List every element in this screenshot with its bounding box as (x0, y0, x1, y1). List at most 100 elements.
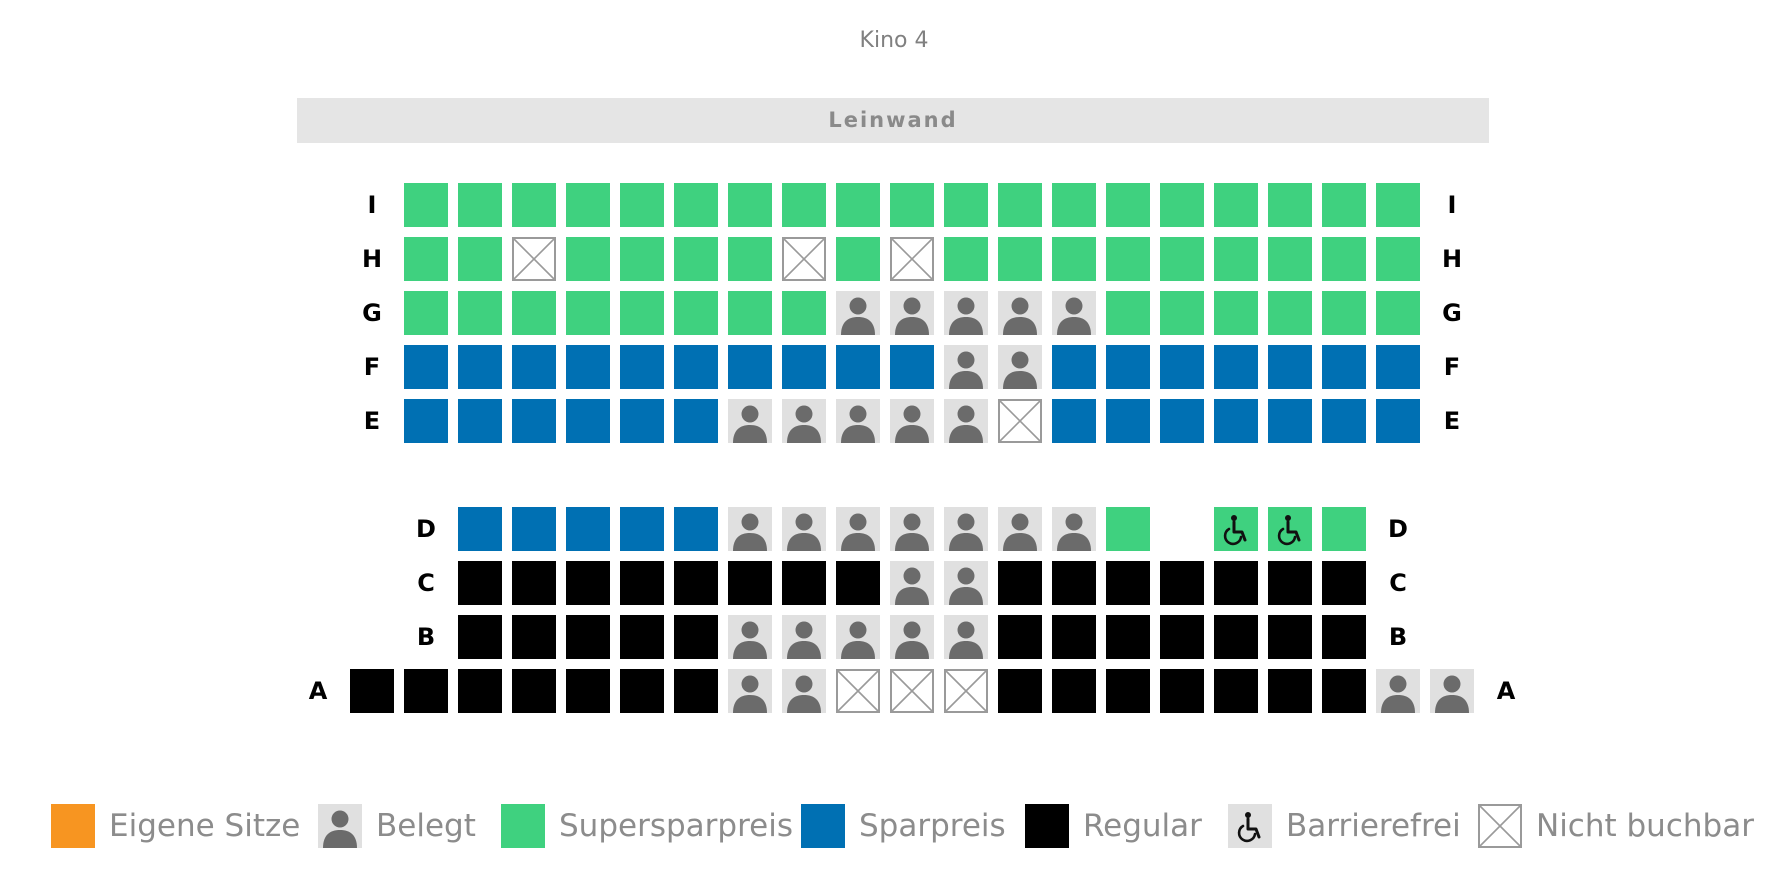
seat-a-1-regular[interactable] (350, 669, 394, 713)
seat-i-15-supersparpreis[interactable] (1160, 183, 1204, 227)
seat-a-19-regular[interactable] (1322, 669, 1366, 713)
seat-f-14-sparpreis[interactable] (1106, 345, 1150, 389)
seat-h-9-supersparpreis[interactable] (836, 237, 880, 281)
seat-i-7-supersparpreis[interactable] (728, 183, 772, 227)
seat-h-18-supersparpreis[interactable] (1322, 237, 1366, 281)
seat-d-3-sparpreis[interactable] (566, 507, 610, 551)
seat-c-12-regular[interactable] (1052, 561, 1096, 605)
seat-g-17-supersparpreis[interactable] (1268, 291, 1312, 335)
seat-e-5-sparpreis[interactable] (620, 399, 664, 443)
seat-c-13-regular[interactable] (1106, 561, 1150, 605)
seat-h-2-supersparpreis[interactable] (458, 237, 502, 281)
seat-e-14-sparpreis[interactable] (1106, 399, 1150, 443)
seat-e-3-sparpreis[interactable] (512, 399, 556, 443)
seat-a-18-regular[interactable] (1268, 669, 1312, 713)
seat-i-18-supersparpreis[interactable] (1322, 183, 1366, 227)
seat-h-17-supersparpreis[interactable] (1268, 237, 1312, 281)
seat-b-14-regular[interactable] (1160, 615, 1204, 659)
seat-c-11-regular[interactable] (998, 561, 1042, 605)
seat-h-7-supersparpreis[interactable] (728, 237, 772, 281)
seat-h-6-supersparpreis[interactable] (674, 237, 718, 281)
seat-e-15-sparpreis[interactable] (1160, 399, 1204, 443)
seat-f-6-sparpreis[interactable] (674, 345, 718, 389)
seat-b-12-regular[interactable] (1052, 615, 1096, 659)
seat-i-3-supersparpreis[interactable] (512, 183, 556, 227)
seat-c-2-regular[interactable] (512, 561, 556, 605)
seat-i-8-supersparpreis[interactable] (782, 183, 826, 227)
seat-g-16-supersparpreis[interactable] (1214, 291, 1258, 335)
seat-f-9-sparpreis[interactable] (836, 345, 880, 389)
seat-e-19-sparpreis[interactable] (1376, 399, 1420, 443)
seat-c-3-regular[interactable] (566, 561, 610, 605)
seat-h-15-supersparpreis[interactable] (1160, 237, 1204, 281)
seat-b-11-regular[interactable] (998, 615, 1042, 659)
seat-d-14-barrierefrei[interactable] (1214, 507, 1258, 551)
seat-i-2-supersparpreis[interactable] (458, 183, 502, 227)
seat-f-2-sparpreis[interactable] (458, 345, 502, 389)
seat-i-4-supersparpreis[interactable] (566, 183, 610, 227)
seat-i-11-supersparpreis[interactable] (944, 183, 988, 227)
seat-b-16-regular[interactable] (1268, 615, 1312, 659)
seat-i-9-supersparpreis[interactable] (836, 183, 880, 227)
seat-h-16-supersparpreis[interactable] (1214, 237, 1258, 281)
seat-c-4-regular[interactable] (620, 561, 664, 605)
seat-d-13-supersparpreis[interactable] (1106, 507, 1150, 551)
seat-c-15-regular[interactable] (1214, 561, 1258, 605)
seat-e-17-sparpreis[interactable] (1268, 399, 1312, 443)
seat-i-16-supersparpreis[interactable] (1214, 183, 1258, 227)
seat-a-17-regular[interactable] (1214, 669, 1258, 713)
seat-c-6-regular[interactable] (728, 561, 772, 605)
seat-f-4-sparpreis[interactable] (566, 345, 610, 389)
seat-f-10-sparpreis[interactable] (890, 345, 934, 389)
seat-i-13-supersparpreis[interactable] (1052, 183, 1096, 227)
seat-b-13-regular[interactable] (1106, 615, 1150, 659)
seat-a-5-regular[interactable] (566, 669, 610, 713)
seat-a-3-regular[interactable] (458, 669, 502, 713)
seat-g-15-supersparpreis[interactable] (1160, 291, 1204, 335)
seat-g-3-supersparpreis[interactable] (512, 291, 556, 335)
seat-f-18-sparpreis[interactable] (1322, 345, 1366, 389)
seat-b-15-regular[interactable] (1214, 615, 1258, 659)
seat-i-12-supersparpreis[interactable] (998, 183, 1042, 227)
seat-d-2-sparpreis[interactable] (512, 507, 556, 551)
seat-a-14-regular[interactable] (1052, 669, 1096, 713)
seat-e-18-sparpreis[interactable] (1322, 399, 1366, 443)
seat-f-1-sparpreis[interactable] (404, 345, 448, 389)
seat-b-17-regular[interactable] (1322, 615, 1366, 659)
seat-g-2-supersparpreis[interactable] (458, 291, 502, 335)
seat-d-15-barrierefrei[interactable] (1268, 507, 1312, 551)
seat-e-1-sparpreis[interactable] (404, 399, 448, 443)
seat-g-7-supersparpreis[interactable] (728, 291, 772, 335)
seat-d-4-sparpreis[interactable] (620, 507, 664, 551)
seat-h-1-supersparpreis[interactable] (404, 237, 448, 281)
seat-e-16-sparpreis[interactable] (1214, 399, 1258, 443)
seat-e-6-sparpreis[interactable] (674, 399, 718, 443)
seat-i-17-supersparpreis[interactable] (1268, 183, 1312, 227)
seat-c-7-regular[interactable] (782, 561, 826, 605)
seat-c-1-regular[interactable] (458, 561, 502, 605)
seat-b-2-regular[interactable] (512, 615, 556, 659)
seat-b-3-regular[interactable] (566, 615, 610, 659)
seat-f-16-sparpreis[interactable] (1214, 345, 1258, 389)
seat-f-7-sparpreis[interactable] (728, 345, 772, 389)
seat-i-14-supersparpreis[interactable] (1106, 183, 1150, 227)
seat-g-1-supersparpreis[interactable] (404, 291, 448, 335)
seat-a-6-regular[interactable] (620, 669, 664, 713)
seat-f-8-sparpreis[interactable] (782, 345, 826, 389)
seat-c-5-regular[interactable] (674, 561, 718, 605)
seat-b-4-regular[interactable] (620, 615, 664, 659)
seat-e-2-sparpreis[interactable] (458, 399, 502, 443)
seat-f-17-sparpreis[interactable] (1268, 345, 1312, 389)
seat-f-15-sparpreis[interactable] (1160, 345, 1204, 389)
seat-a-7-regular[interactable] (674, 669, 718, 713)
seat-a-4-regular[interactable] (512, 669, 556, 713)
seat-f-5-sparpreis[interactable] (620, 345, 664, 389)
seat-g-19-supersparpreis[interactable] (1376, 291, 1420, 335)
seat-i-10-supersparpreis[interactable] (890, 183, 934, 227)
seat-f-3-sparpreis[interactable] (512, 345, 556, 389)
seat-e-4-sparpreis[interactable] (566, 399, 610, 443)
seat-g-5-supersparpreis[interactable] (620, 291, 664, 335)
seat-c-8-regular[interactable] (836, 561, 880, 605)
seat-h-11-supersparpreis[interactable] (944, 237, 988, 281)
seat-c-16-regular[interactable] (1268, 561, 1312, 605)
